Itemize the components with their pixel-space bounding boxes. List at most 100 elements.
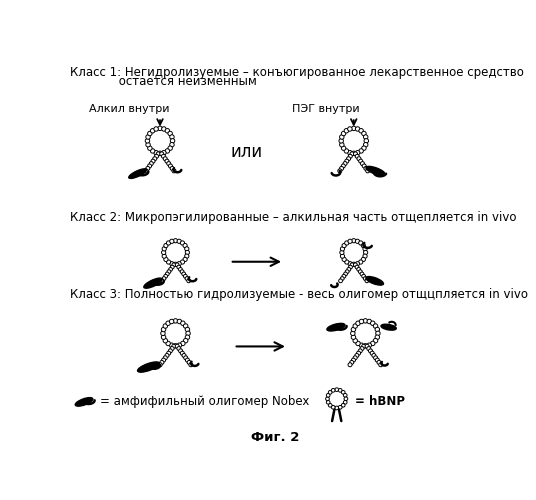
Circle shape [364,166,368,170]
Circle shape [375,328,379,332]
Ellipse shape [381,324,396,330]
Circle shape [341,132,346,136]
Circle shape [339,166,344,170]
Circle shape [144,169,148,173]
Circle shape [352,126,356,130]
Circle shape [374,356,378,360]
Circle shape [367,343,371,347]
Circle shape [348,127,352,131]
Ellipse shape [138,362,160,372]
Circle shape [175,344,179,348]
Circle shape [367,346,371,350]
Circle shape [363,250,368,254]
Circle shape [167,351,170,355]
Circle shape [362,146,366,150]
Circle shape [161,358,166,362]
Circle shape [326,397,329,400]
Circle shape [154,150,158,155]
Text: Класс 1: Негидролизуемые – конъюгированное лекарственное средство: Класс 1: Негидролизуемые – конъюгированн… [70,66,524,79]
Circle shape [173,318,178,323]
Circle shape [352,238,356,243]
Circle shape [359,320,364,324]
Circle shape [170,142,174,147]
Circle shape [348,239,352,244]
Circle shape [341,390,345,394]
Circle shape [161,331,165,336]
Circle shape [357,268,361,272]
Circle shape [147,146,152,150]
Circle shape [151,159,155,163]
Circle shape [355,239,360,244]
Circle shape [363,254,367,258]
Circle shape [165,148,169,153]
Circle shape [347,268,351,272]
Circle shape [161,154,166,158]
Circle shape [146,135,150,139]
Circle shape [359,128,363,133]
Text: Алкил внутри: Алкил внутри [88,104,169,114]
Circle shape [154,127,158,131]
Circle shape [353,356,357,360]
Circle shape [350,263,354,266]
Circle shape [180,351,184,355]
Circle shape [167,162,171,166]
Circle shape [161,335,166,340]
Circle shape [356,351,361,355]
Circle shape [341,164,345,168]
Circle shape [185,328,190,332]
Circle shape [180,270,184,274]
Circle shape [373,338,378,343]
Circle shape [161,328,166,332]
Circle shape [177,265,181,269]
Circle shape [340,142,344,147]
Circle shape [185,247,189,251]
Circle shape [367,320,371,324]
Circle shape [355,127,360,131]
Circle shape [340,254,345,258]
Circle shape [368,349,373,353]
Circle shape [177,262,181,266]
Circle shape [338,388,342,392]
Circle shape [331,406,335,409]
Circle shape [172,263,176,266]
Circle shape [164,258,168,262]
Circle shape [168,164,173,168]
Circle shape [149,162,153,166]
Circle shape [349,360,354,364]
Circle shape [166,272,169,276]
Circle shape [169,343,174,347]
Circle shape [160,360,164,364]
Circle shape [162,247,166,251]
Circle shape [164,244,168,248]
Circle shape [158,151,162,156]
Circle shape [376,331,380,336]
Circle shape [363,344,368,348]
Circle shape [181,341,185,345]
Circle shape [356,341,360,345]
Circle shape [352,358,355,362]
Circle shape [356,321,360,326]
Circle shape [344,394,347,397]
Circle shape [343,162,347,166]
Circle shape [180,260,184,264]
Circle shape [146,166,150,170]
Circle shape [163,356,167,360]
Circle shape [358,349,362,353]
Circle shape [340,247,345,251]
Circle shape [331,388,335,392]
Circle shape [185,335,190,340]
Ellipse shape [75,398,93,406]
Circle shape [363,142,368,147]
Circle shape [183,274,187,278]
Circle shape [364,138,369,143]
Circle shape [362,132,366,136]
Circle shape [366,169,370,173]
Circle shape [170,138,175,143]
Circle shape [375,358,379,362]
Circle shape [370,321,375,326]
Circle shape [360,346,364,350]
Circle shape [350,152,354,156]
Circle shape [370,341,375,345]
Circle shape [338,406,342,409]
Circle shape [170,135,174,139]
